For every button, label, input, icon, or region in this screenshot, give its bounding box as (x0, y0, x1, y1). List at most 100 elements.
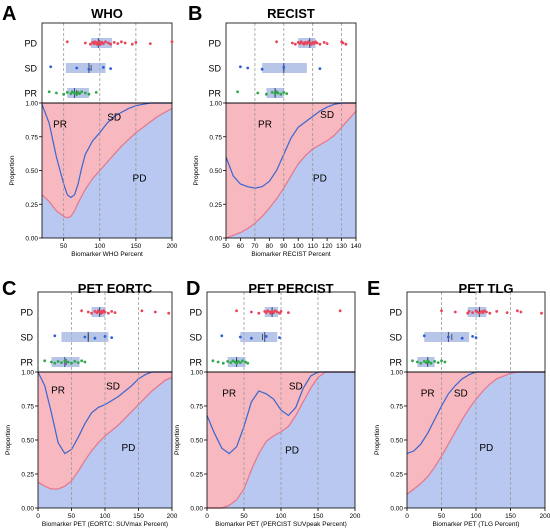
x-tick-label: 110 (307, 243, 318, 250)
data-point (260, 67, 264, 71)
data-point (318, 67, 322, 70)
group-label-sd: SD (20, 333, 33, 343)
panel-letter: C (2, 278, 16, 300)
data-point (276, 91, 280, 95)
data-point (235, 309, 239, 313)
x-tick-label: 100 (471, 513, 482, 520)
iqr-box-sd (240, 332, 278, 342)
x-tick-label: 100 (100, 513, 111, 520)
data-point (246, 66, 250, 70)
data-point (279, 310, 283, 313)
data-point (66, 360, 70, 364)
data-point (130, 42, 134, 46)
x-axis-label: Biomarker PET (TLG Percent) (433, 521, 520, 528)
data-point (282, 66, 286, 69)
data-point (287, 311, 290, 314)
data-point (482, 309, 486, 313)
y-tick-label: 1.00 (190, 370, 203, 377)
data-point (275, 40, 278, 44)
data-point (226, 360, 230, 363)
data-point (80, 309, 83, 313)
data-point (103, 310, 107, 314)
data-point (50, 360, 53, 364)
data-point (275, 310, 279, 314)
data-point (140, 309, 144, 313)
chart-title: WHO (91, 6, 123, 21)
data-point (63, 359, 67, 363)
data-point (440, 309, 443, 313)
chart-title: PET TLG (459, 281, 514, 296)
data-point (519, 310, 523, 314)
data-point (70, 361, 73, 365)
data-point (429, 361, 433, 365)
data-point (75, 66, 79, 70)
x-tick-label: 80 (266, 243, 274, 250)
data-point (123, 41, 127, 45)
data-point (83, 41, 87, 45)
data-point (471, 311, 474, 314)
data-point (285, 92, 289, 95)
x-tick-label: 90 (280, 243, 288, 250)
chart-title: PET PERCIST (248, 281, 333, 296)
data-point (90, 311, 93, 315)
data-point (103, 335, 107, 338)
group-label-pd: PD (189, 308, 202, 318)
data-point (78, 92, 81, 95)
data-point (495, 310, 499, 313)
data-point (86, 310, 90, 314)
data-point (83, 91, 87, 95)
region-label-pd: PD (285, 446, 299, 457)
data-point (56, 360, 60, 363)
region-label-pd: PD (121, 443, 135, 454)
data-point (134, 41, 138, 44)
data-point (411, 359, 414, 363)
x-tick-label: 200 (350, 513, 361, 520)
y-tick-label: 0.75 (21, 404, 34, 411)
data-point (540, 311, 543, 315)
data-point (485, 310, 488, 314)
data-point (246, 361, 250, 365)
group-label-pr: PR (208, 89, 221, 99)
y-tick-label: 0.25 (209, 202, 222, 209)
y-axis-label: Proportion (174, 425, 181, 455)
data-point (236, 360, 240, 363)
panel-letter: A (2, 3, 16, 25)
data-point (293, 42, 297, 46)
iqr-box-sd (424, 332, 470, 342)
data-point (107, 311, 110, 315)
region-label-sd: SD (454, 388, 468, 399)
data-point (93, 310, 97, 313)
data-point (325, 42, 329, 45)
x-tick-label: 150 (130, 243, 141, 250)
pd-area (226, 103, 356, 238)
x-tick-label: 50 (240, 513, 248, 520)
data-point (87, 67, 91, 71)
data-point (291, 41, 294, 45)
data-point (53, 361, 57, 365)
data-point (478, 311, 481, 315)
data-point (344, 42, 348, 46)
y-tick-label: 0.00 (390, 506, 403, 513)
data-point (55, 91, 58, 95)
data-point (109, 42, 112, 46)
data-point (447, 335, 450, 339)
y-tick-label: 0.25 (21, 472, 34, 479)
y-axis-label: Proportion (374, 425, 381, 455)
group-label-sd: SD (208, 64, 221, 74)
region-label-pd: PD (479, 443, 493, 454)
data-point (341, 41, 345, 45)
data-point (241, 359, 244, 363)
data-point (436, 361, 440, 364)
y-tick-label: 0.75 (390, 404, 403, 411)
region-label-sd: SD (289, 382, 303, 393)
x-tick-label: 60 (237, 243, 245, 250)
data-point (416, 360, 419, 364)
iqr-box-sd (65, 63, 106, 73)
data-point (73, 360, 77, 363)
data-point (273, 309, 277, 313)
data-point (279, 92, 283, 96)
region-label-pr: PR (53, 119, 67, 130)
pd-boundary-line (37, 376, 173, 490)
sd-boundary-line (41, 102, 172, 199)
data-point (116, 42, 120, 45)
